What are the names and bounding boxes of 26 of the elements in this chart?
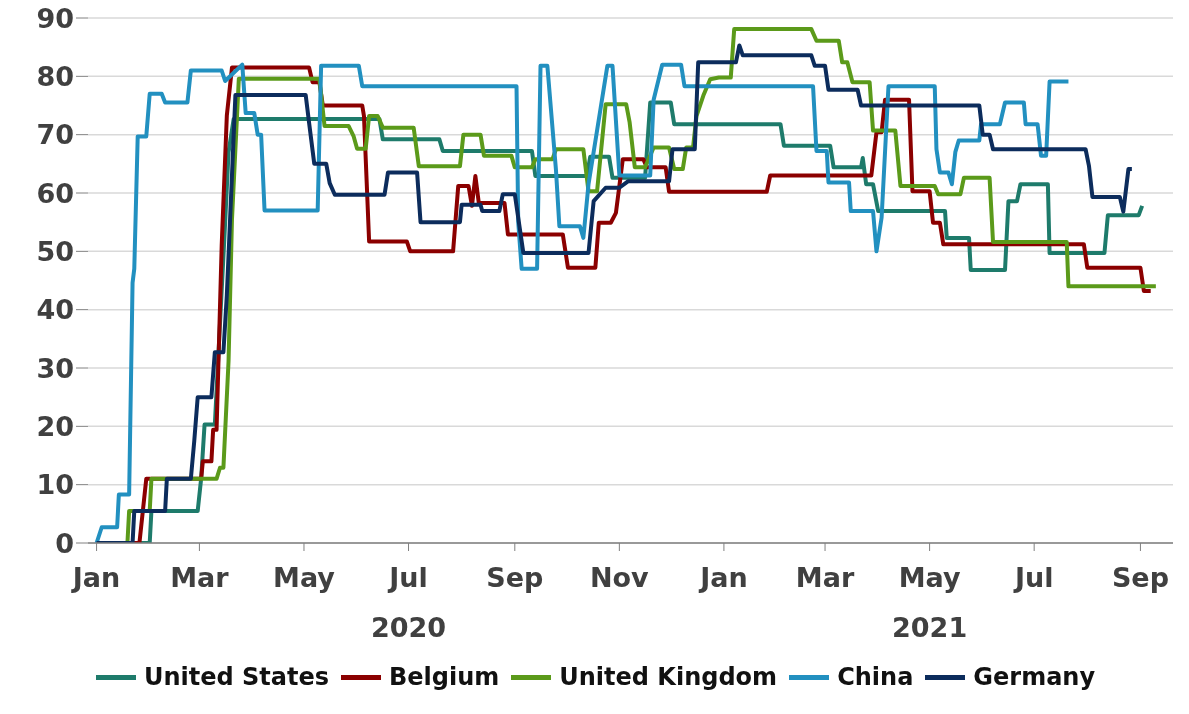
x-tick-label: Sep bbox=[486, 562, 544, 593]
x-tick-label: Nov bbox=[589, 562, 650, 593]
x-tick-label: Mar bbox=[170, 562, 230, 593]
legend-label: United States bbox=[143, 663, 329, 691]
y-tick-label: 90 bbox=[36, 2, 74, 34]
legend-label: Germany bbox=[973, 663, 1096, 691]
x-tick-label: Sep bbox=[1111, 562, 1169, 593]
x-tick-label: Jan bbox=[70, 562, 121, 593]
x-tick-label: May 2021 bbox=[892, 562, 968, 643]
y-tick-label: 50 bbox=[36, 235, 74, 267]
y-tick-label: 10 bbox=[36, 469, 74, 501]
y-tick-label: 30 bbox=[36, 352, 74, 384]
x-tick-label: Jul 2020 bbox=[370, 562, 447, 643]
y-tick-label: 60 bbox=[36, 177, 74, 209]
y-tick-label: 40 bbox=[36, 294, 74, 326]
y-tick-label: 0 bbox=[55, 527, 74, 559]
x-tick-label: Jan bbox=[698, 562, 748, 593]
x-tick-label: Mar bbox=[795, 562, 855, 593]
x-tick-label: May bbox=[273, 562, 336, 593]
legend-label: United Kingdom bbox=[559, 663, 778, 691]
y-tick-label: 20 bbox=[36, 410, 74, 442]
y-tick-label: 80 bbox=[36, 60, 74, 92]
y-tick-label: 70 bbox=[36, 119, 74, 151]
x-tick-label: Jul bbox=[1012, 562, 1054, 593]
legend-label: Belgium bbox=[388, 663, 500, 691]
legend-label: China bbox=[837, 663, 914, 691]
